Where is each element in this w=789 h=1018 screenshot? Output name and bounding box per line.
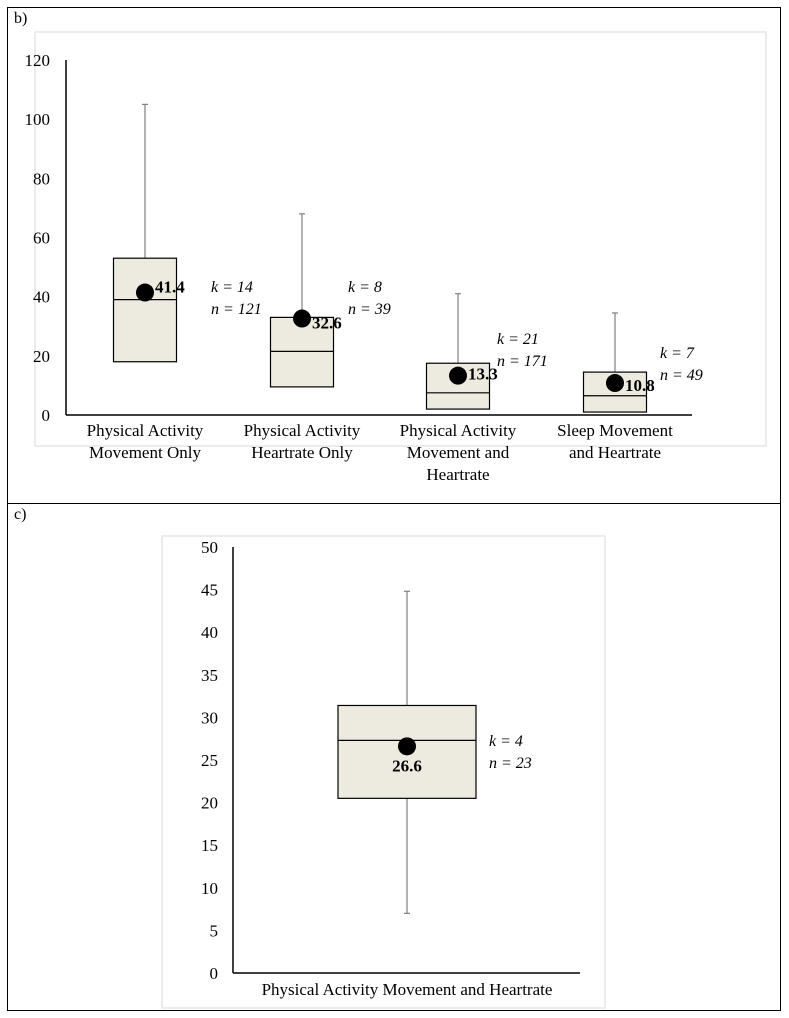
panel-label-b: b)	[14, 10, 28, 27]
chart-1-frame	[161, 535, 606, 1009]
chart-0-y-tick-label: 120	[25, 51, 51, 70]
chart-0-mean-label: 32.6	[312, 314, 342, 333]
chart-0-mean-point	[293, 309, 311, 328]
chart-0-mean-point	[449, 366, 467, 385]
chart-0-mean-label: 41.4	[155, 278, 185, 297]
chart-0-category-label: Heartrate Only	[251, 443, 353, 462]
chart-0-category-label: Movement Only	[89, 443, 201, 462]
chart-0-category-label: Physical Activity	[87, 421, 204, 440]
chart-1-k-label: k = 4	[489, 733, 523, 750]
chart-0-category-label: Movement and	[407, 443, 510, 462]
chart-1-mean-label: 26.6	[392, 756, 422, 775]
chart-1-y-tick-label: 10	[201, 879, 218, 898]
panel-c: c)	[7, 503, 781, 1011]
chart-1-y-tick-label: 15	[201, 836, 218, 855]
chart-1-y-tick-label: 35	[201, 666, 218, 685]
chart-0-y-tick-label: 60	[33, 229, 50, 248]
chart-0-k-label: k = 8	[348, 279, 382, 296]
chart-0-k-label: k = 7	[660, 345, 695, 362]
chart-1-y-tick-label: 30	[201, 708, 218, 727]
chart-0-n-label: n = 121	[211, 301, 262, 318]
chart-0-n-label: n = 49	[660, 367, 703, 384]
chart-0-mean-label: 13.3	[468, 365, 498, 384]
chart-0-n-label: n = 171	[497, 353, 548, 370]
chart-1-y-tick-label: 50	[201, 538, 218, 557]
chart-1-y-tick-label: 25	[201, 751, 218, 770]
chart-0-box	[269, 316, 335, 388]
chart-0-mean-label: 10.8	[625, 376, 655, 395]
chart-0-k-label: k = 14	[211, 279, 253, 296]
chart-0-y-tick-label: 40	[33, 288, 50, 307]
chart-0-category-label: Sleep Movement	[557, 421, 673, 440]
chart-1-y-tick-label: 40	[201, 623, 218, 642]
chart-0-y-tick-label: 100	[25, 110, 51, 129]
chart-0-frame	[34, 31, 767, 447]
chart-0-category-label: and Heartrate	[569, 443, 661, 462]
chart-1-mean-point	[398, 737, 416, 756]
chart-0-category-label: Physical Activity	[400, 421, 517, 440]
chart-0-n-label: n = 39	[348, 301, 391, 318]
chart-0-mean-point	[606, 374, 624, 393]
chart-0-y-tick-label: 20	[33, 347, 50, 366]
chart-0-y-tick-label: 80	[33, 169, 50, 188]
panel-label-c: c)	[14, 506, 27, 523]
chart-1-y-tick-label: 5	[210, 921, 219, 940]
chart-1-category-label: Physical Activity Movement and Heartrate	[262, 980, 553, 999]
chart-0-y-tick-label: 0	[42, 406, 51, 425]
chart-0-category-label: Heartrate	[426, 465, 489, 484]
chart-0-mean-point	[136, 283, 154, 302]
chart-1-y-tick-label: 45	[201, 581, 218, 600]
chart-0-category-label: Physical Activity	[244, 421, 361, 440]
chart-1-y-tick-label: 0	[210, 964, 219, 983]
chart-0-box	[112, 257, 178, 363]
chart-1-n-label: n = 23	[489, 755, 532, 772]
chart-0-k-label: k = 21	[497, 331, 539, 348]
chart-1-y-tick-label: 20	[201, 794, 218, 813]
